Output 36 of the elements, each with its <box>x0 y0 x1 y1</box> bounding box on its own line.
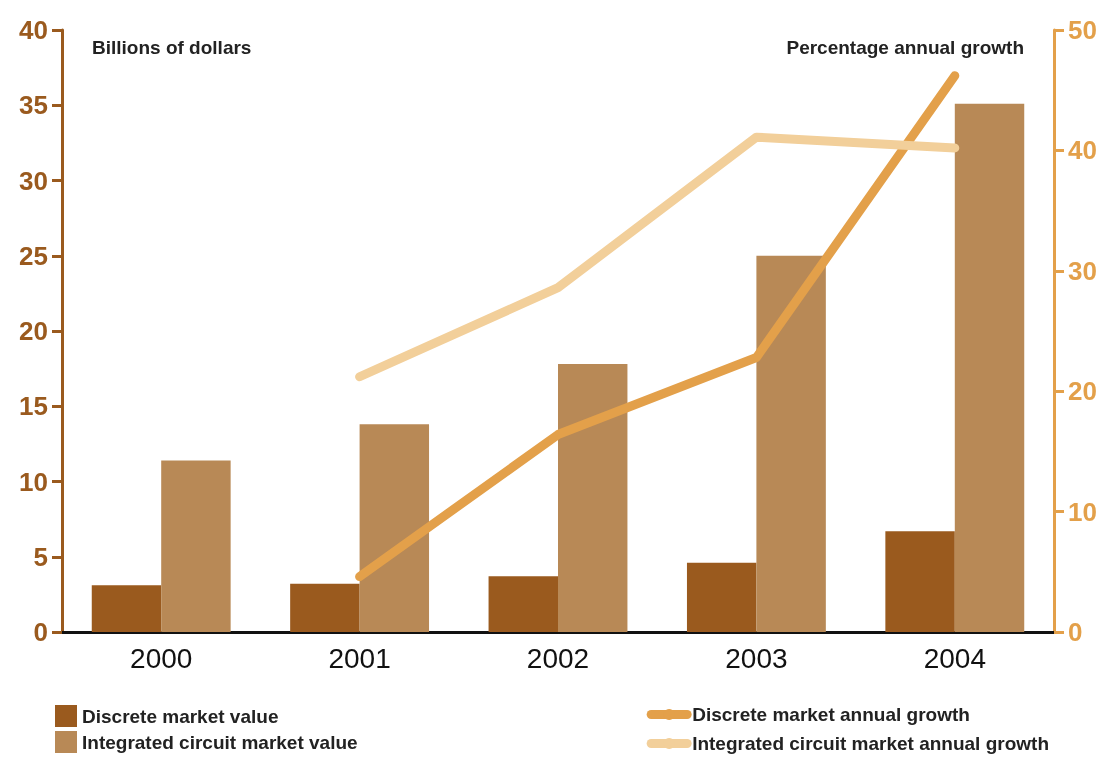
y2-tick-label: 10 <box>1068 496 1097 527</box>
bar <box>359 424 430 632</box>
y-tick-label: 15 <box>19 391 48 422</box>
legend-label: Discrete market annual growth <box>692 704 970 725</box>
legend-label: Discrete market value <box>82 705 279 727</box>
y-tick-label: 40 <box>19 15 48 45</box>
legend-label: Integrated circuit market value <box>82 731 358 753</box>
y-tick-label: 10 <box>19 466 48 497</box>
y-tick-label: 20 <box>19 316 48 346</box>
y2-tick-label: 30 <box>1068 255 1097 286</box>
y2-tick-label: 50 <box>1068 15 1097 45</box>
y-tick-label: 30 <box>19 165 48 196</box>
y2-tick-label: 40 <box>1068 135 1097 166</box>
y-tick-label: 0 <box>33 617 48 647</box>
x-tick-label: 2000 <box>130 642 193 674</box>
bar <box>756 255 826 632</box>
bar <box>885 531 955 632</box>
bar <box>91 585 162 632</box>
y-axis-title: Billions of dollars <box>92 37 252 58</box>
x-tick-label: 2003 <box>725 642 788 674</box>
bar <box>954 103 1025 632</box>
bar <box>161 460 231 632</box>
y2-tick-label: 20 <box>1068 376 1097 407</box>
bar <box>558 364 628 632</box>
y2-tick-label: 0 <box>1068 617 1083 647</box>
legend-label: Integrated circuit market annual growth <box>692 733 1049 754</box>
bar <box>686 562 757 632</box>
bar <box>488 576 558 632</box>
y-tick-label: 35 <box>19 90 48 121</box>
x-tick-label: 2001 <box>328 642 391 674</box>
y2-axis-title: Percentage annual growth <box>786 37 1024 58</box>
x-tick-label: 2002 <box>526 642 590 674</box>
y-tick-label: 25 <box>19 240 48 271</box>
bar <box>290 583 360 632</box>
y-tick-label: 5 <box>33 541 48 572</box>
x-tick-label: 2004 <box>923 642 986 674</box>
